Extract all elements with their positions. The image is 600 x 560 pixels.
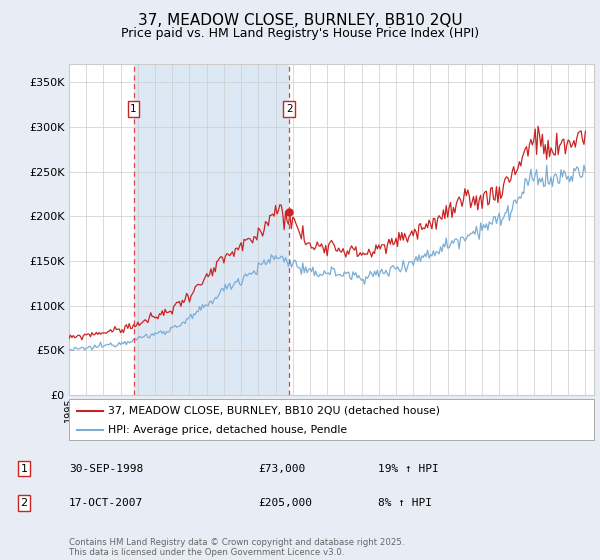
Text: £205,000: £205,000	[258, 498, 312, 508]
Text: 1: 1	[20, 464, 28, 474]
Text: HPI: Average price, detached house, Pendle: HPI: Average price, detached house, Pend…	[109, 424, 347, 435]
Bar	[134, 64, 289, 395]
Text: £73,000: £73,000	[258, 464, 305, 474]
Text: 2: 2	[20, 498, 28, 508]
Text: 30-SEP-1998: 30-SEP-1998	[69, 464, 143, 474]
Text: 17-OCT-2007: 17-OCT-2007	[69, 498, 143, 508]
Text: Contains HM Land Registry data © Crown copyright and database right 2025.
This d: Contains HM Land Registry data © Crown c…	[69, 538, 404, 557]
Text: 37, MEADOW CLOSE, BURNLEY, BB10 2QU (detached house): 37, MEADOW CLOSE, BURNLEY, BB10 2QU (det…	[109, 405, 440, 416]
Text: 2: 2	[286, 104, 292, 114]
Text: 8% ↑ HPI: 8% ↑ HPI	[378, 498, 432, 508]
Text: 19% ↑ HPI: 19% ↑ HPI	[378, 464, 439, 474]
Text: 1: 1	[130, 104, 137, 114]
Text: Price paid vs. HM Land Registry's House Price Index (HPI): Price paid vs. HM Land Registry's House …	[121, 27, 479, 40]
Text: 37, MEADOW CLOSE, BURNLEY, BB10 2QU: 37, MEADOW CLOSE, BURNLEY, BB10 2QU	[137, 13, 463, 28]
